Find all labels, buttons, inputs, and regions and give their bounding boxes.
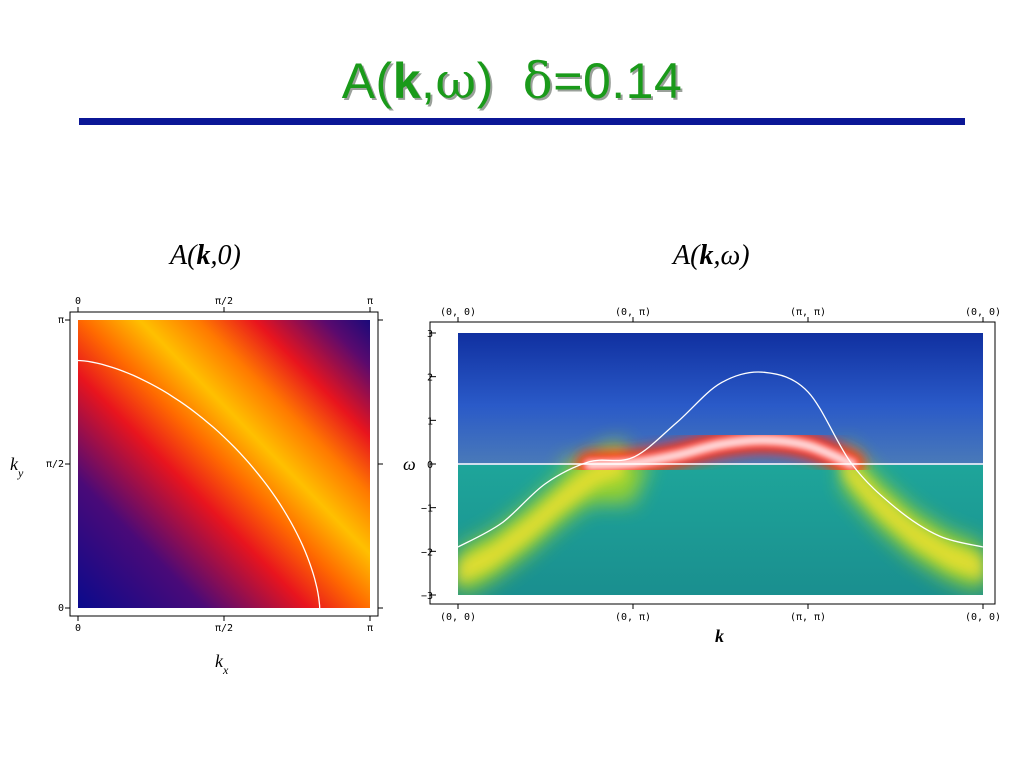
- right-y-tick-label: 0: [427, 460, 433, 471]
- right-x-tick-label: (0, π): [615, 612, 651, 623]
- left-y-tick-label: π: [58, 315, 64, 326]
- right-x-top-tick-label: (0, 0): [965, 307, 1001, 318]
- right-x-tick-label: (0, 0): [965, 612, 1001, 623]
- title-rule: [79, 118, 965, 125]
- left-x-tick-label: π: [367, 623, 373, 634]
- right-y-tick-label: −1: [421, 504, 433, 515]
- right-x-axis-label: k: [715, 626, 724, 646]
- fermi-surface-line: [78, 359, 321, 608]
- left-y-axis-label: ky: [10, 454, 24, 480]
- right-y-axis-label: ω: [403, 454, 416, 474]
- right-y-tick-label: 2: [427, 373, 433, 384]
- left-x-top-tick-label: 0: [75, 296, 81, 307]
- left-x-axis-label: kx: [215, 651, 229, 677]
- right-y-tick-label: −3: [421, 591, 433, 602]
- left-panel-label: A(k,0): [170, 240, 241, 271]
- left-x-top-tick-label: π/2: [215, 296, 233, 307]
- right-x-top-tick-label: (π, π): [790, 307, 826, 318]
- right-y-tick-label: 3: [427, 329, 433, 340]
- quasiparticle-core: [587, 437, 854, 467]
- bare-band-line: [458, 371, 983, 548]
- right-panel-label: A(k,ω): [673, 240, 750, 271]
- right-y-tick-label: −2: [421, 547, 433, 558]
- right-y-tick-label: 1: [427, 416, 433, 427]
- left-x-tick-label: π/2: [215, 623, 233, 634]
- right-x-tick-label: (π, π): [790, 612, 826, 623]
- right-chart: (0, 0) (0, 0) (0, π) (0, π) (π, π) (π, π) (0, …: [403, 307, 1001, 646]
- left-heatmap: [78, 320, 370, 608]
- left-x-tick-label: 0: [75, 623, 81, 634]
- right-x-top-tick-label: (0, 0): [440, 307, 476, 318]
- slide-title: A(k,ω) δ=0.14: [341, 52, 683, 110]
- left-x-top-tick-label: π: [367, 296, 373, 307]
- incoherent-core: [458, 451, 983, 586]
- right-x-tick-label: (0, 0): [440, 612, 476, 623]
- left-y-tick-label: 0: [58, 603, 64, 614]
- right-x-top-tick-label: (0, π): [615, 307, 651, 318]
- left-y-tick-label: π/2: [46, 459, 64, 470]
